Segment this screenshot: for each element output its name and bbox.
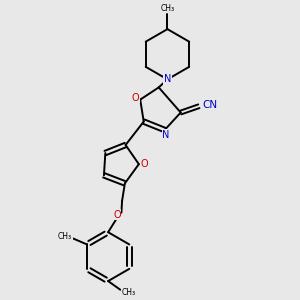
Text: O: O (113, 210, 121, 220)
Text: N: N (164, 74, 171, 84)
Text: CN: CN (202, 100, 217, 110)
Text: CH₃: CH₃ (121, 288, 135, 297)
Text: CH₃: CH₃ (57, 232, 71, 241)
Text: N: N (162, 130, 170, 140)
Text: O: O (131, 92, 139, 103)
Text: CH₃: CH₃ (160, 4, 175, 13)
Text: O: O (141, 159, 148, 169)
